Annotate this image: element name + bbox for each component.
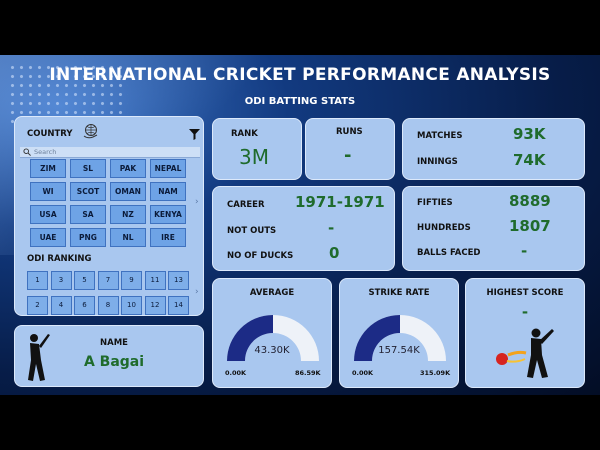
- ducks-value: 0: [329, 244, 340, 262]
- country-option[interactable]: UAE: [30, 228, 66, 247]
- highest-score-label: HIGHEST SCORE: [486, 288, 564, 298]
- country-option[interactable]: USA: [30, 205, 66, 224]
- country-option[interactable]: ZIM: [30, 159, 66, 178]
- rank-card: RANK 3M: [212, 118, 302, 180]
- country-label: COUNTRY: [27, 129, 73, 139]
- page-title: INTERNATIONAL CRICKET PERFORMANCE ANALYS…: [49, 65, 551, 85]
- innings-value: 74K: [513, 151, 546, 169]
- ducks-label: NO OF DUCKS: [227, 251, 294, 261]
- country-option[interactable]: NZ: [110, 205, 146, 224]
- balls-faced-label: BALLS FACED: [417, 248, 481, 258]
- ranking-option[interactable]: 14: [168, 296, 189, 315]
- fifties-hundreds-card: FIFTIES 8889 HUNDREDS 1807 BALLS FACED -: [402, 186, 585, 271]
- chevron-right-icon[interactable]: ›: [195, 287, 199, 297]
- strike-rate-gauge: [354, 315, 446, 361]
- strike-rate-gauge-value: 157.54K: [378, 345, 420, 356]
- chevron-right-icon[interactable]: ›: [195, 197, 199, 207]
- average-gauge-min: 0.00K: [225, 369, 247, 377]
- country-option[interactable]: WI: [30, 182, 66, 201]
- runs-value: -: [344, 145, 352, 166]
- country-option[interactable]: IRE: [150, 228, 186, 247]
- strike-rate-gauge-fill: [354, 315, 400, 361]
- search-placeholder: Search: [34, 148, 57, 156]
- ranking-option[interactable]: 3: [50, 271, 72, 290]
- highest-score-value: -: [521, 303, 529, 321]
- runs-label: RUNS: [336, 127, 363, 137]
- ranking-option[interactable]: 10: [121, 296, 142, 315]
- fifties-value: 8889: [509, 192, 551, 210]
- globe-hand-icon: [83, 124, 98, 139]
- page-subtitle: ODI BATTING STATS: [244, 96, 356, 107]
- strike-rate-gauge-card: STRIKE RATE 157.54K 0.00K 315.09K: [339, 278, 459, 388]
- strike-rate-gauge-min: 0.00K: [352, 369, 374, 377]
- player-name-value: A Bagai: [83, 354, 145, 370]
- matches-value: 93K: [513, 125, 546, 143]
- ranking-option[interactable]: 9: [121, 271, 142, 290]
- country-option[interactable]: PAK: [110, 159, 146, 178]
- balls-faced-value: -: [521, 242, 528, 260]
- name-label: NAME: [100, 338, 128, 348]
- country-option[interactable]: PNG: [70, 228, 106, 247]
- average-gauge-fill: [227, 315, 273, 361]
- ranking-option[interactable]: 1: [27, 271, 48, 290]
- ranking-option[interactable]: 8: [97, 296, 119, 315]
- ranking-option[interactable]: 5: [74, 271, 95, 290]
- country-option[interactable]: OMAN: [110, 182, 146, 201]
- country-option[interactable]: NL: [110, 228, 146, 247]
- stadium-lights: [8, 63, 128, 123]
- ranking-option[interactable]: 7: [97, 271, 119, 290]
- career-value: 1971-1971: [295, 193, 385, 211]
- country-option[interactable]: NAM: [150, 182, 186, 201]
- funnel-icon[interactable]: [189, 129, 200, 140]
- country-option[interactable]: NEPAL: [150, 159, 186, 178]
- ranking-option[interactable]: 2: [27, 296, 48, 315]
- ranking-option[interactable]: 6: [74, 296, 95, 315]
- rank-value: 3M: [239, 145, 269, 169]
- country-option[interactable]: SCOT: [70, 182, 106, 201]
- rank-label: RANK: [231, 129, 258, 139]
- odi-ranking-label: ODI RANKING: [27, 254, 92, 264]
- ranking-option[interactable]: 13: [168, 271, 189, 290]
- hundreds-value: 1807: [509, 217, 551, 235]
- matches-label: MATCHES: [417, 131, 463, 141]
- average-gauge-value: 43.30K: [254, 345, 290, 356]
- average-gauge-max: 86.59K: [295, 369, 321, 377]
- search-box[interactable]: Search: [20, 147, 200, 158]
- innings-label: INNINGS: [417, 157, 458, 167]
- hundreds-label: HUNDREDS: [417, 223, 471, 233]
- slicer-panel: COUNTRY Search ZIM SL PAK NEPAL WI SCOT OMAN NA…: [14, 116, 204, 316]
- strike-rate-gauge-max: 315.09K: [420, 369, 451, 377]
- average-gauge-card: AVERAGE 43.30K 0.00K 86.59K: [212, 278, 332, 388]
- country-option[interactable]: SL: [70, 159, 106, 178]
- highest-score-card: HIGHEST SCORE -: [465, 278, 585, 388]
- ranking-option[interactable]: 4: [50, 296, 72, 315]
- batsman-ball-icon: [496, 328, 554, 378]
- matches-innings-card: MATCHES 93K INNINGS 74K: [402, 118, 585, 180]
- country-option[interactable]: SA: [70, 205, 106, 224]
- average-label: AVERAGE: [249, 288, 295, 298]
- not-outs-label: NOT OUTS: [227, 226, 277, 236]
- career-card: CAREER 1971-1971 NOT OUTS - NO OF DUCKS …: [212, 186, 395, 271]
- search-icon: [23, 148, 31, 156]
- ranking-option[interactable]: 11: [144, 271, 166, 290]
- strike-rate-label: STRIKE RATE: [368, 288, 430, 298]
- batsman-silhouette-icon: [28, 334, 50, 381]
- country-option[interactable]: KENYA: [150, 205, 186, 224]
- not-outs-value: -: [328, 219, 335, 237]
- average-gauge: [227, 315, 319, 361]
- ranking-option[interactable]: 12: [144, 296, 166, 315]
- career-label: CAREER: [227, 200, 265, 210]
- runs-card: RUNS -: [305, 118, 395, 180]
- player-name-card: NAME A Bagai: [14, 325, 204, 387]
- fifties-label: FIFTIES: [417, 198, 453, 208]
